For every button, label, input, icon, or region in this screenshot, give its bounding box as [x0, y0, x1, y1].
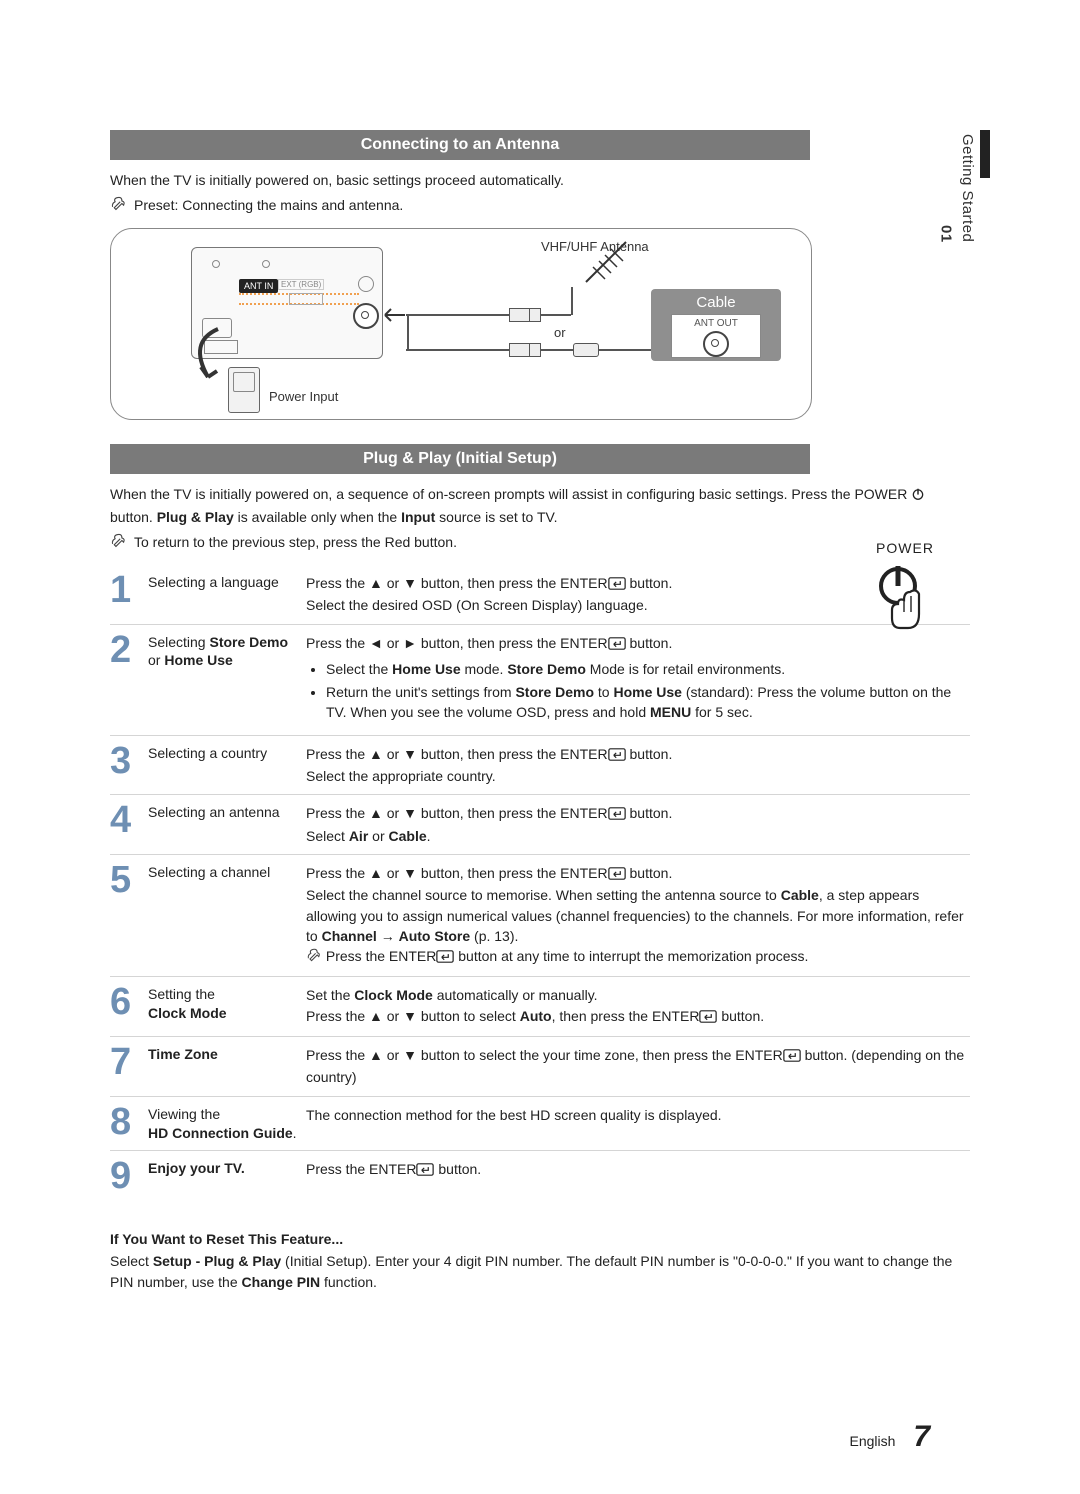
- ext-label: EXT (RGB): [278, 279, 324, 290]
- step-row: 2Selecting Store Demo or Home UsePress t…: [110, 625, 970, 736]
- step-title: Selecting Store Demo or Home Use: [148, 631, 306, 671]
- or-label: or: [554, 325, 566, 340]
- cable-plug: [509, 343, 531, 357]
- step-number: 7: [110, 1043, 148, 1081]
- step-description: The connection method for the best HD sc…: [306, 1103, 970, 1125]
- step-description: Press the ▲ or ▼ button to select the yo…: [306, 1043, 970, 1088]
- connector-strip: [239, 293, 359, 305]
- step-row: 1Selecting a languagePress the ▲ or ▼ bu…: [110, 565, 970, 625]
- step-description: Press the ▲ or ▼ button, then press the …: [306, 742, 970, 787]
- step-description: Press the ENTER button.: [306, 1157, 970, 1181]
- cable-plug: [529, 343, 541, 357]
- note-icon: [110, 195, 128, 218]
- step-description: Set the Clock Mode automatically or manu…: [306, 983, 970, 1028]
- antenna-note: Preset: Connecting the mains and antenna…: [110, 195, 970, 218]
- ant-in-label: ANT IN: [239, 279, 278, 293]
- power-icon: [911, 486, 925, 507]
- enter-icon: [608, 746, 626, 766]
- enter-icon: [699, 1008, 717, 1028]
- side-tab: 01 Getting Started: [938, 130, 990, 247]
- step-title: Setting theClock Mode: [148, 983, 306, 1023]
- cable-plug: [509, 308, 531, 322]
- enter-icon: [416, 1161, 434, 1181]
- enter-icon: [783, 1047, 801, 1067]
- antenna-note-text: Preset: Connecting the mains and antenna…: [134, 195, 403, 216]
- enter-icon: [608, 805, 626, 825]
- power-figure-label: POWER: [860, 540, 950, 556]
- step-number: 3: [110, 742, 148, 780]
- step-description: Press the ▲ or ▼ button, then press the …: [306, 861, 970, 968]
- side-strip: [980, 130, 990, 178]
- step-title: Selecting a country: [148, 742, 306, 763]
- chapter-number: 01: [938, 225, 955, 243]
- step-number: 2: [110, 631, 148, 669]
- antenna-intro: When the TV is initially powered on, bas…: [110, 170, 970, 191]
- power-input-label: Power Input: [269, 389, 338, 404]
- coax-port-tv: [353, 303, 379, 329]
- page-footer: English 7: [850, 1420, 931, 1454]
- step-row: 5Selecting a channelPress the ▲ or ▼ but…: [110, 855, 970, 977]
- step-number: 1: [110, 571, 148, 609]
- ant-out-box: ANT OUT: [671, 314, 761, 358]
- footer-lang: English: [850, 1433, 896, 1449]
- enter-icon: [608, 865, 626, 885]
- enter-icon: [608, 575, 626, 595]
- step-title: Enjoy your TV.: [148, 1157, 306, 1178]
- plugplay-intro: When the TV is initially powered on, a s…: [110, 484, 970, 528]
- step-title: Selecting a channel: [148, 861, 306, 882]
- section-title-antenna: Connecting to an Antenna: [110, 130, 810, 160]
- step-title: Selecting an antenna: [148, 801, 306, 822]
- steps-list: 1Selecting a language Press the ▲ or ▼ bu…: [110, 565, 970, 1203]
- page-number: 7: [913, 1420, 930, 1453]
- wall-plate: [573, 343, 599, 357]
- power-supply: [228, 367, 260, 413]
- step-number: 9: [110, 1157, 148, 1195]
- connection-diagram: ANT IN EXT (RGB) or VHF/UHF Antenna: [110, 228, 812, 420]
- cable-label: Cable: [696, 294, 735, 311]
- wire-top: [406, 314, 571, 316]
- step-row: 6Setting theClock ModeSet the Clock Mode…: [110, 977, 970, 1037]
- step-number: 8: [110, 1103, 148, 1141]
- plugplay-note: To return to the previous step, press th…: [110, 532, 970, 555]
- power-figure: POWER: [860, 540, 950, 647]
- note-icon: [110, 532, 128, 555]
- ant-out-label: ANT OUT: [694, 318, 738, 329]
- antenna-icon: [581, 237, 631, 287]
- step-description: Press the ▲ or ▼ button, then press the …: [306, 801, 970, 846]
- step-row: 9Enjoy your TV.Press the ENTER button.: [110, 1151, 970, 1203]
- wire-v: [571, 287, 573, 315]
- step-number: 4: [110, 801, 148, 839]
- step-row: 3Selecting a countryPress the ▲ or ▼ but…: [110, 736, 970, 796]
- chapter-title: Getting Started: [959, 134, 976, 242]
- reset-heading: If You Want to Reset This Feature...: [110, 1231, 970, 1247]
- arrow-icon: [377, 307, 407, 323]
- enter-icon: [608, 635, 626, 655]
- reset-body: Select Setup - Plug & Play (Initial Setu…: [110, 1251, 970, 1293]
- step-title: Viewing theHD Connection Guide.: [148, 1103, 306, 1143]
- step-number: 6: [110, 983, 148, 1021]
- note-icon: [306, 947, 322, 968]
- step-title: Time Zone: [148, 1043, 306, 1064]
- step-number: 5: [110, 861, 148, 899]
- enter-icon: [436, 948, 454, 968]
- section-title-plugplay: Plug & Play (Initial Setup): [110, 444, 810, 474]
- step-title: Selecting a language: [148, 571, 306, 592]
- power-hand-icon: [870, 562, 940, 642]
- step-row: 7Time ZonePress the ▲ or ▼ button to sel…: [110, 1037, 970, 1097]
- cable-plug: [529, 308, 541, 322]
- step-row: 8Viewing theHD Connection Guide.The conn…: [110, 1097, 970, 1152]
- plugplay-note-text: To return to the previous step, press th…: [134, 532, 457, 553]
- step-row: 4Selecting an antennaPress the ▲ or ▼ bu…: [110, 795, 970, 855]
